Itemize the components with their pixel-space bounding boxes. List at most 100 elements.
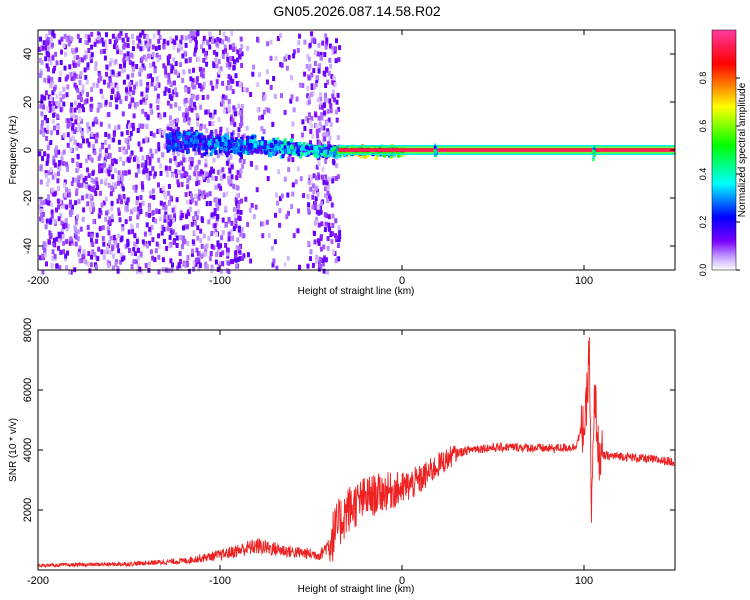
spectrogram-cell — [184, 51, 188, 57]
spectrogram-cell — [172, 240, 176, 246]
spectrogram-cell — [230, 164, 234, 170]
spectrogram-cell — [227, 99, 231, 105]
spectrogram-cell — [319, 234, 323, 240]
spectrogram-cell — [190, 161, 194, 167]
spectrogram-cell — [75, 85, 79, 91]
spectrogram-cell — [179, 210, 183, 216]
spectrogram-cell — [321, 40, 325, 46]
spectrogram-cell — [149, 148, 153, 154]
spectrogram-cell — [74, 219, 78, 225]
spectrogram-cell — [98, 38, 102, 44]
spectrogram-cell — [132, 185, 136, 191]
spectrogram-cell — [182, 112, 186, 118]
spectrogram-cell — [145, 43, 149, 49]
spectrogram-cell — [153, 68, 157, 74]
spectrogram-cell — [239, 231, 243, 237]
spectrogram-cell — [192, 134, 196, 139]
spectrogram-cell — [251, 144, 255, 149]
spectrogram-cell — [173, 80, 176, 86]
spectrogram-cell — [61, 161, 65, 166]
spectrogram-cell — [276, 36, 280, 41]
spectrogram-cell — [274, 212, 277, 218]
spectrogram-cell — [145, 222, 149, 228]
spectrogram-cell — [185, 199, 189, 205]
spectrogram-cell — [45, 129, 49, 134]
spectrogram-cell — [286, 148, 290, 153]
spectrogram-cell — [179, 62, 183, 68]
spectrogram-cell — [296, 166, 300, 172]
spectrogram-cell — [187, 86, 191, 92]
spectrogram-cell — [86, 167, 89, 173]
spectrogram-cell — [184, 145, 188, 150]
spectrogram-cell — [168, 94, 172, 100]
spectrogram-cell — [183, 157, 187, 163]
spectrogram-cell — [308, 148, 312, 153]
spectrogram-cell — [194, 47, 197, 53]
spectrogram-cell — [221, 167, 225, 173]
spectrogram-cell — [174, 118, 178, 124]
spectrogram-cell — [132, 89, 135, 95]
spectrogram-cell — [214, 176, 218, 181]
spectrogram-cell — [98, 207, 102, 213]
spectrogram-cell — [264, 145, 268, 150]
spectrogram-cell — [116, 93, 120, 99]
spectrogram-cell — [117, 248, 121, 254]
spectrogram-cell — [169, 132, 172, 137]
spectrogram-cell — [71, 128, 75, 134]
spectrogram-cell — [169, 127, 173, 132]
spectrogram-cell — [320, 221, 324, 227]
spectrogram-cell — [149, 249, 153, 255]
spectrogram-cell — [90, 233, 94, 239]
spectrogram-cell — [176, 149, 180, 155]
spectrogram-cell — [388, 146, 392, 150]
spectrogram-cell — [50, 76, 54, 82]
spectrogram-cell — [81, 57, 84, 63]
snr-series-line — [37, 337, 676, 569]
spectrogram-cell — [195, 181, 199, 187]
spectrogram-cell — [224, 205, 228, 211]
spectrogram-cell — [179, 45, 183, 51]
spectrogram-cell — [215, 79, 219, 85]
spectrogram-cell — [76, 214, 80, 220]
spectrogram-cell — [152, 194, 156, 200]
spectrogram-cell — [250, 135, 254, 140]
spectrogram-cell — [85, 98, 89, 104]
spectrogram-cell — [42, 241, 46, 247]
spectrogram-cell — [115, 38, 119, 44]
spectrogram-cell — [185, 214, 189, 219]
spectrogram-cell — [168, 165, 172, 171]
spectrogram-cell — [150, 153, 154, 159]
spectrogram-cell — [107, 144, 111, 150]
spectrogram-cell — [51, 174, 55, 180]
spectrogram-cell — [52, 33, 56, 39]
spectrogram-cell — [312, 189, 316, 195]
spectrogram-cell — [69, 137, 73, 143]
spectrogram-cell — [281, 154, 285, 159]
spectrogram-cell — [594, 145, 596, 149]
spectrogram-cell — [200, 44, 203, 50]
spectrogram-cell — [243, 140, 247, 145]
spectrogram-cell — [240, 154, 243, 160]
spectrogram-cell — [62, 86, 66, 92]
spectrogram-cell — [197, 189, 201, 195]
spectrogram-cell — [272, 76, 276, 81]
spectrogram-cell — [172, 217, 176, 223]
spectrogram-cell — [186, 241, 190, 246]
spectrogram-cell — [196, 94, 200, 100]
spectrogram-cell — [131, 122, 135, 128]
spectrogram-cell — [212, 49, 216, 55]
spectrogram-cell — [188, 57, 192, 62]
spectrogram-cell — [169, 81, 173, 87]
spectrogram-cell — [87, 141, 91, 147]
spectrogram-cell — [238, 110, 242, 116]
spectrogram-cell — [154, 85, 158, 91]
spectrogram-cell — [283, 145, 287, 150]
spectrogram-cell — [204, 251, 208, 257]
spectrogram-cell — [434, 145, 436, 149]
spectrogram-cell — [261, 114, 264, 120]
spectrogram-cell — [57, 231, 61, 237]
spectrogram-cell — [272, 152, 276, 157]
spectrogram-cell — [593, 153, 596, 157]
spectrogram-cell — [154, 218, 158, 224]
spectrogram-cell — [234, 196, 238, 202]
